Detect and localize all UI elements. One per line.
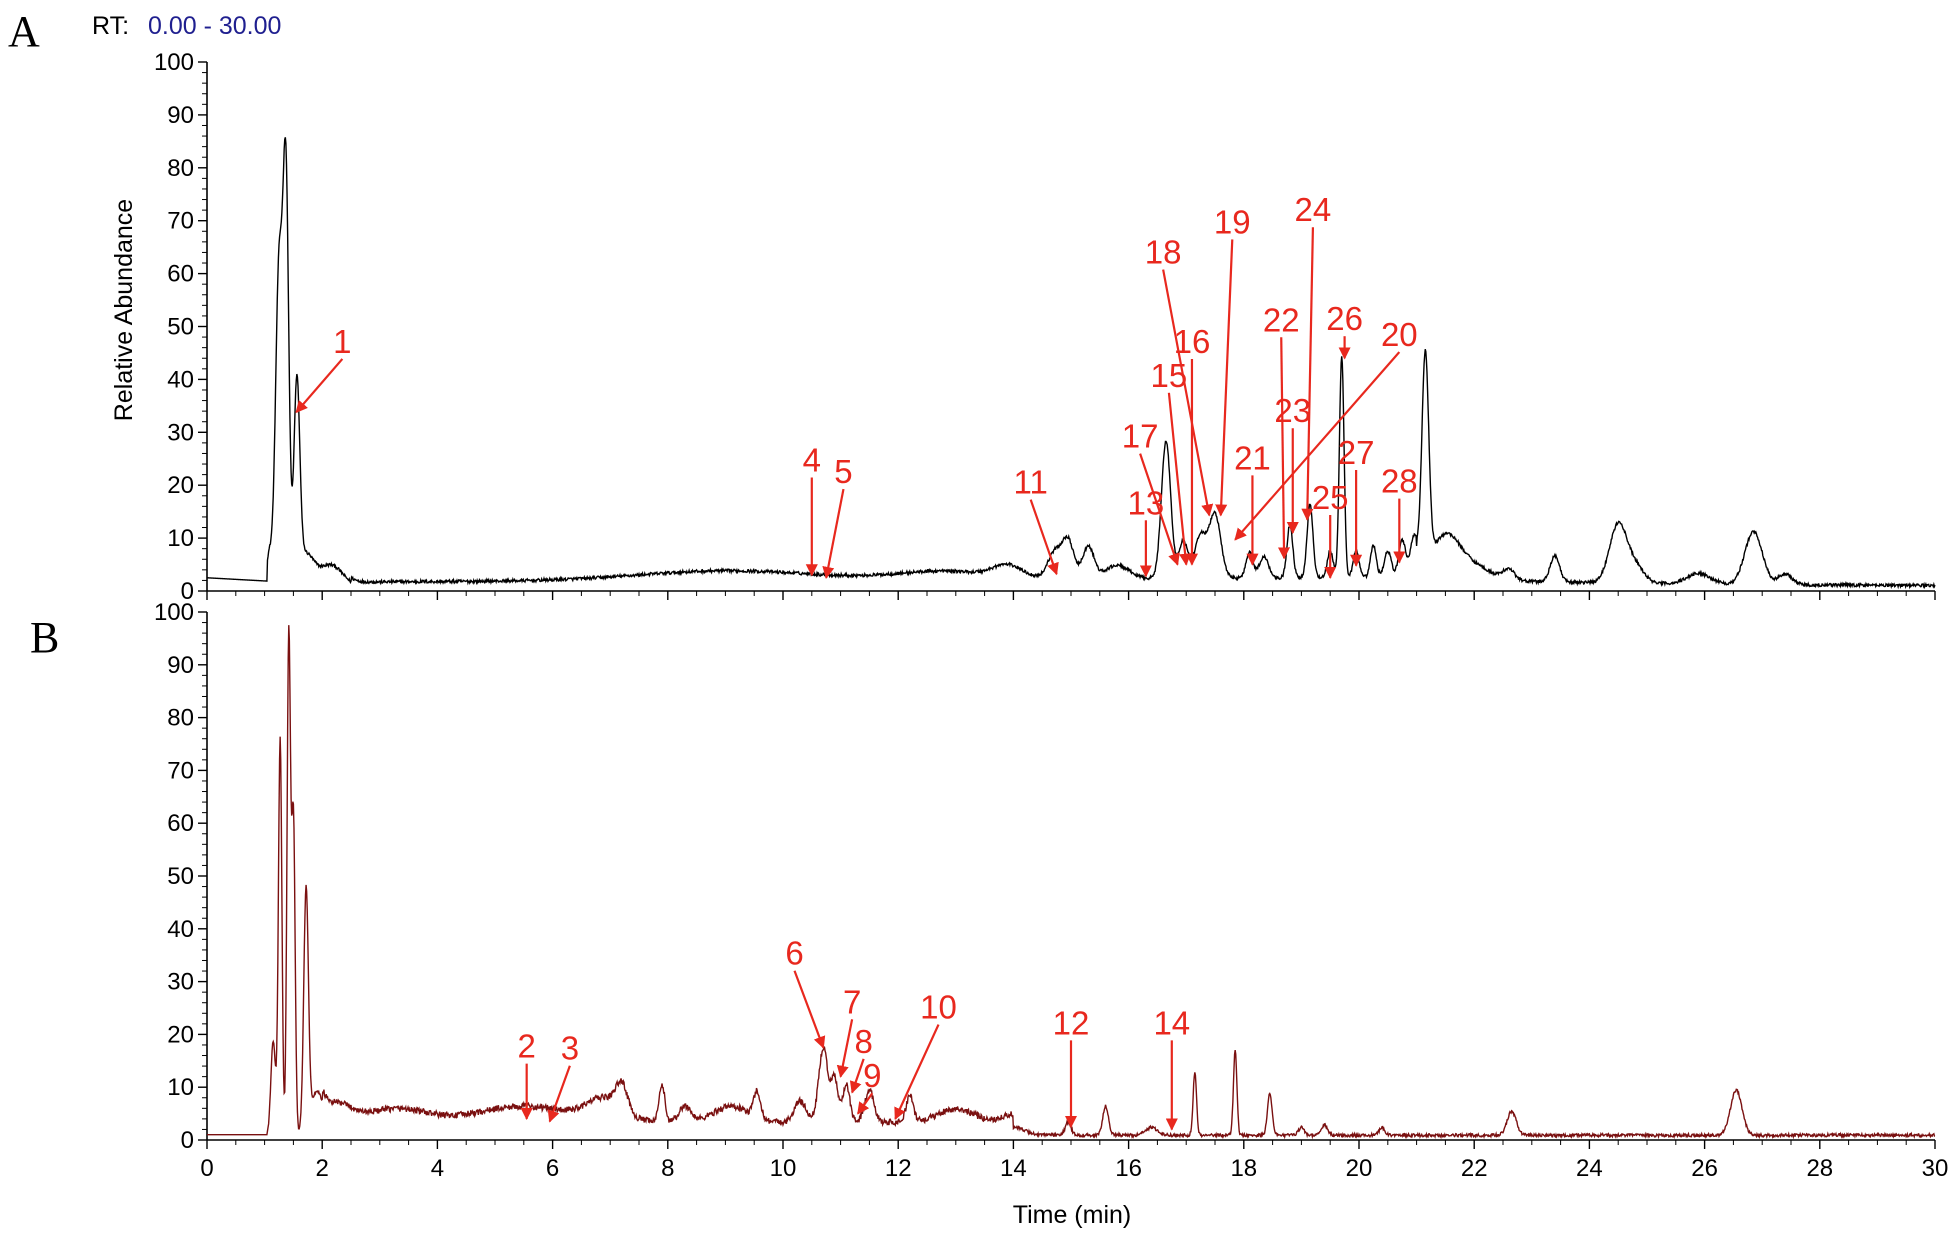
peak-arrow-3 bbox=[547, 1065, 571, 1123]
peak-label-7: 7 bbox=[843, 983, 861, 1020]
peak-label-22: 22 bbox=[1263, 301, 1300, 338]
y-tick-label: 50 bbox=[167, 863, 194, 890]
peak-label-28: 28 bbox=[1381, 463, 1418, 500]
peak-label-4: 4 bbox=[803, 441, 821, 478]
x-tick-label: 30 bbox=[1922, 1155, 1949, 1182]
peak-label-17: 17 bbox=[1122, 418, 1159, 455]
y-tick-label: 20 bbox=[167, 1021, 194, 1048]
x-tick-label: 22 bbox=[1461, 1155, 1488, 1182]
x-tick-label: 28 bbox=[1806, 1155, 1833, 1182]
peak-label-1: 1 bbox=[333, 323, 351, 360]
peak-label-19: 19 bbox=[1214, 203, 1251, 240]
peak-label-2: 2 bbox=[518, 1028, 536, 1065]
y-tick-label: 0 bbox=[181, 1127, 194, 1154]
y-tick-label: 30 bbox=[167, 419, 194, 446]
y-tick-label: 60 bbox=[167, 261, 194, 288]
y-tick-label: 70 bbox=[167, 208, 194, 235]
x-tick-label: 0 bbox=[200, 1155, 213, 1182]
peak-label-24: 24 bbox=[1295, 191, 1332, 228]
y-tick-label: 30 bbox=[167, 969, 194, 996]
y-tick-label: 100 bbox=[154, 599, 194, 626]
x-tick-label: 6 bbox=[546, 1155, 559, 1182]
rt-label: RT: bbox=[92, 12, 129, 40]
x-tick-label: 10 bbox=[770, 1155, 797, 1182]
panel-a-letter: A bbox=[8, 7, 40, 56]
panel-b-letter: B bbox=[30, 613, 59, 662]
y-tick-label: 70 bbox=[167, 757, 194, 784]
y-tick-label: 60 bbox=[167, 810, 194, 837]
peak-label-9: 9 bbox=[863, 1057, 881, 1094]
rt-range: 0.00 - 30.00 bbox=[148, 12, 281, 40]
peak-arrow-8 bbox=[849, 1058, 865, 1094]
x-tick-label: 26 bbox=[1691, 1155, 1718, 1182]
peak-label-5: 5 bbox=[834, 453, 852, 490]
peak-arrow-11 bbox=[1029, 499, 1059, 576]
peak-arrow-18 bbox=[1162, 269, 1214, 517]
y-tick-label: 50 bbox=[167, 314, 194, 341]
peak-arrow-1 bbox=[295, 358, 344, 414]
peak-arrow-6 bbox=[793, 970, 826, 1049]
x-tick-label: 12 bbox=[885, 1155, 912, 1182]
peak-arrow-5 bbox=[822, 488, 845, 579]
peak-label-8: 8 bbox=[854, 1023, 872, 1060]
x-tick-label: 24 bbox=[1576, 1155, 1603, 1182]
peak-label-15: 15 bbox=[1151, 357, 1188, 394]
peak-arrow-15 bbox=[1167, 392, 1192, 566]
peak-arrow-17 bbox=[1139, 453, 1180, 566]
panel-a-trace bbox=[206, 137, 1936, 590]
peak-label-25: 25 bbox=[1312, 479, 1349, 516]
y-tick-label: 80 bbox=[167, 155, 194, 182]
y-tick-label: 10 bbox=[167, 525, 194, 552]
peak-label-6: 6 bbox=[785, 935, 803, 972]
y-tick-label: 40 bbox=[167, 916, 194, 943]
peak-label-18: 18 bbox=[1145, 234, 1182, 271]
peak-arrow-19 bbox=[1215, 239, 1234, 517]
peak-arrow-7 bbox=[836, 1019, 854, 1078]
peak-label-13: 13 bbox=[1128, 484, 1165, 521]
peak-label-26: 26 bbox=[1326, 300, 1363, 337]
x-tick-label: 14 bbox=[1000, 1155, 1027, 1182]
y-tick-label: 80 bbox=[167, 705, 194, 732]
peak-label-10: 10 bbox=[920, 989, 957, 1026]
y-axis-title: Relative Abundance bbox=[110, 199, 138, 421]
y-tick-label: 10 bbox=[167, 1074, 194, 1101]
x-tick-label: 8 bbox=[661, 1155, 674, 1182]
y-tick-label: 90 bbox=[167, 652, 194, 679]
x-tick-label: 20 bbox=[1346, 1155, 1373, 1182]
peak-arrow-9 bbox=[856, 1092, 874, 1115]
peak-label-3: 3 bbox=[561, 1030, 579, 1067]
peak-label-27: 27 bbox=[1338, 434, 1375, 471]
peak-label-11: 11 bbox=[1014, 464, 1048, 501]
x-tick-label: 2 bbox=[316, 1155, 329, 1182]
y-tick-label: 100 bbox=[154, 49, 194, 76]
peak-arrow-10 bbox=[894, 1024, 940, 1120]
x-axis-title: Time (min) bbox=[1013, 1201, 1132, 1229]
peak-label-23: 23 bbox=[1274, 392, 1311, 429]
y-tick-label: 40 bbox=[167, 366, 194, 393]
peak-label-21: 21 bbox=[1234, 439, 1271, 476]
peak-label-12: 12 bbox=[1053, 1004, 1090, 1041]
peak-arrow-22 bbox=[1277, 337, 1291, 560]
peak-arrow-20 bbox=[1234, 351, 1401, 541]
peak-label-20: 20 bbox=[1381, 316, 1418, 353]
x-tick-label: 16 bbox=[1115, 1155, 1142, 1182]
peak-label-14: 14 bbox=[1153, 1004, 1190, 1041]
y-tick-label: 0 bbox=[181, 578, 194, 605]
y-tick-label: 90 bbox=[167, 102, 194, 129]
x-tick-label: 18 bbox=[1230, 1155, 1257, 1182]
x-tick-label: 4 bbox=[431, 1155, 444, 1182]
y-tick-label: 20 bbox=[167, 472, 194, 499]
peak-arrow-24 bbox=[1301, 227, 1315, 521]
